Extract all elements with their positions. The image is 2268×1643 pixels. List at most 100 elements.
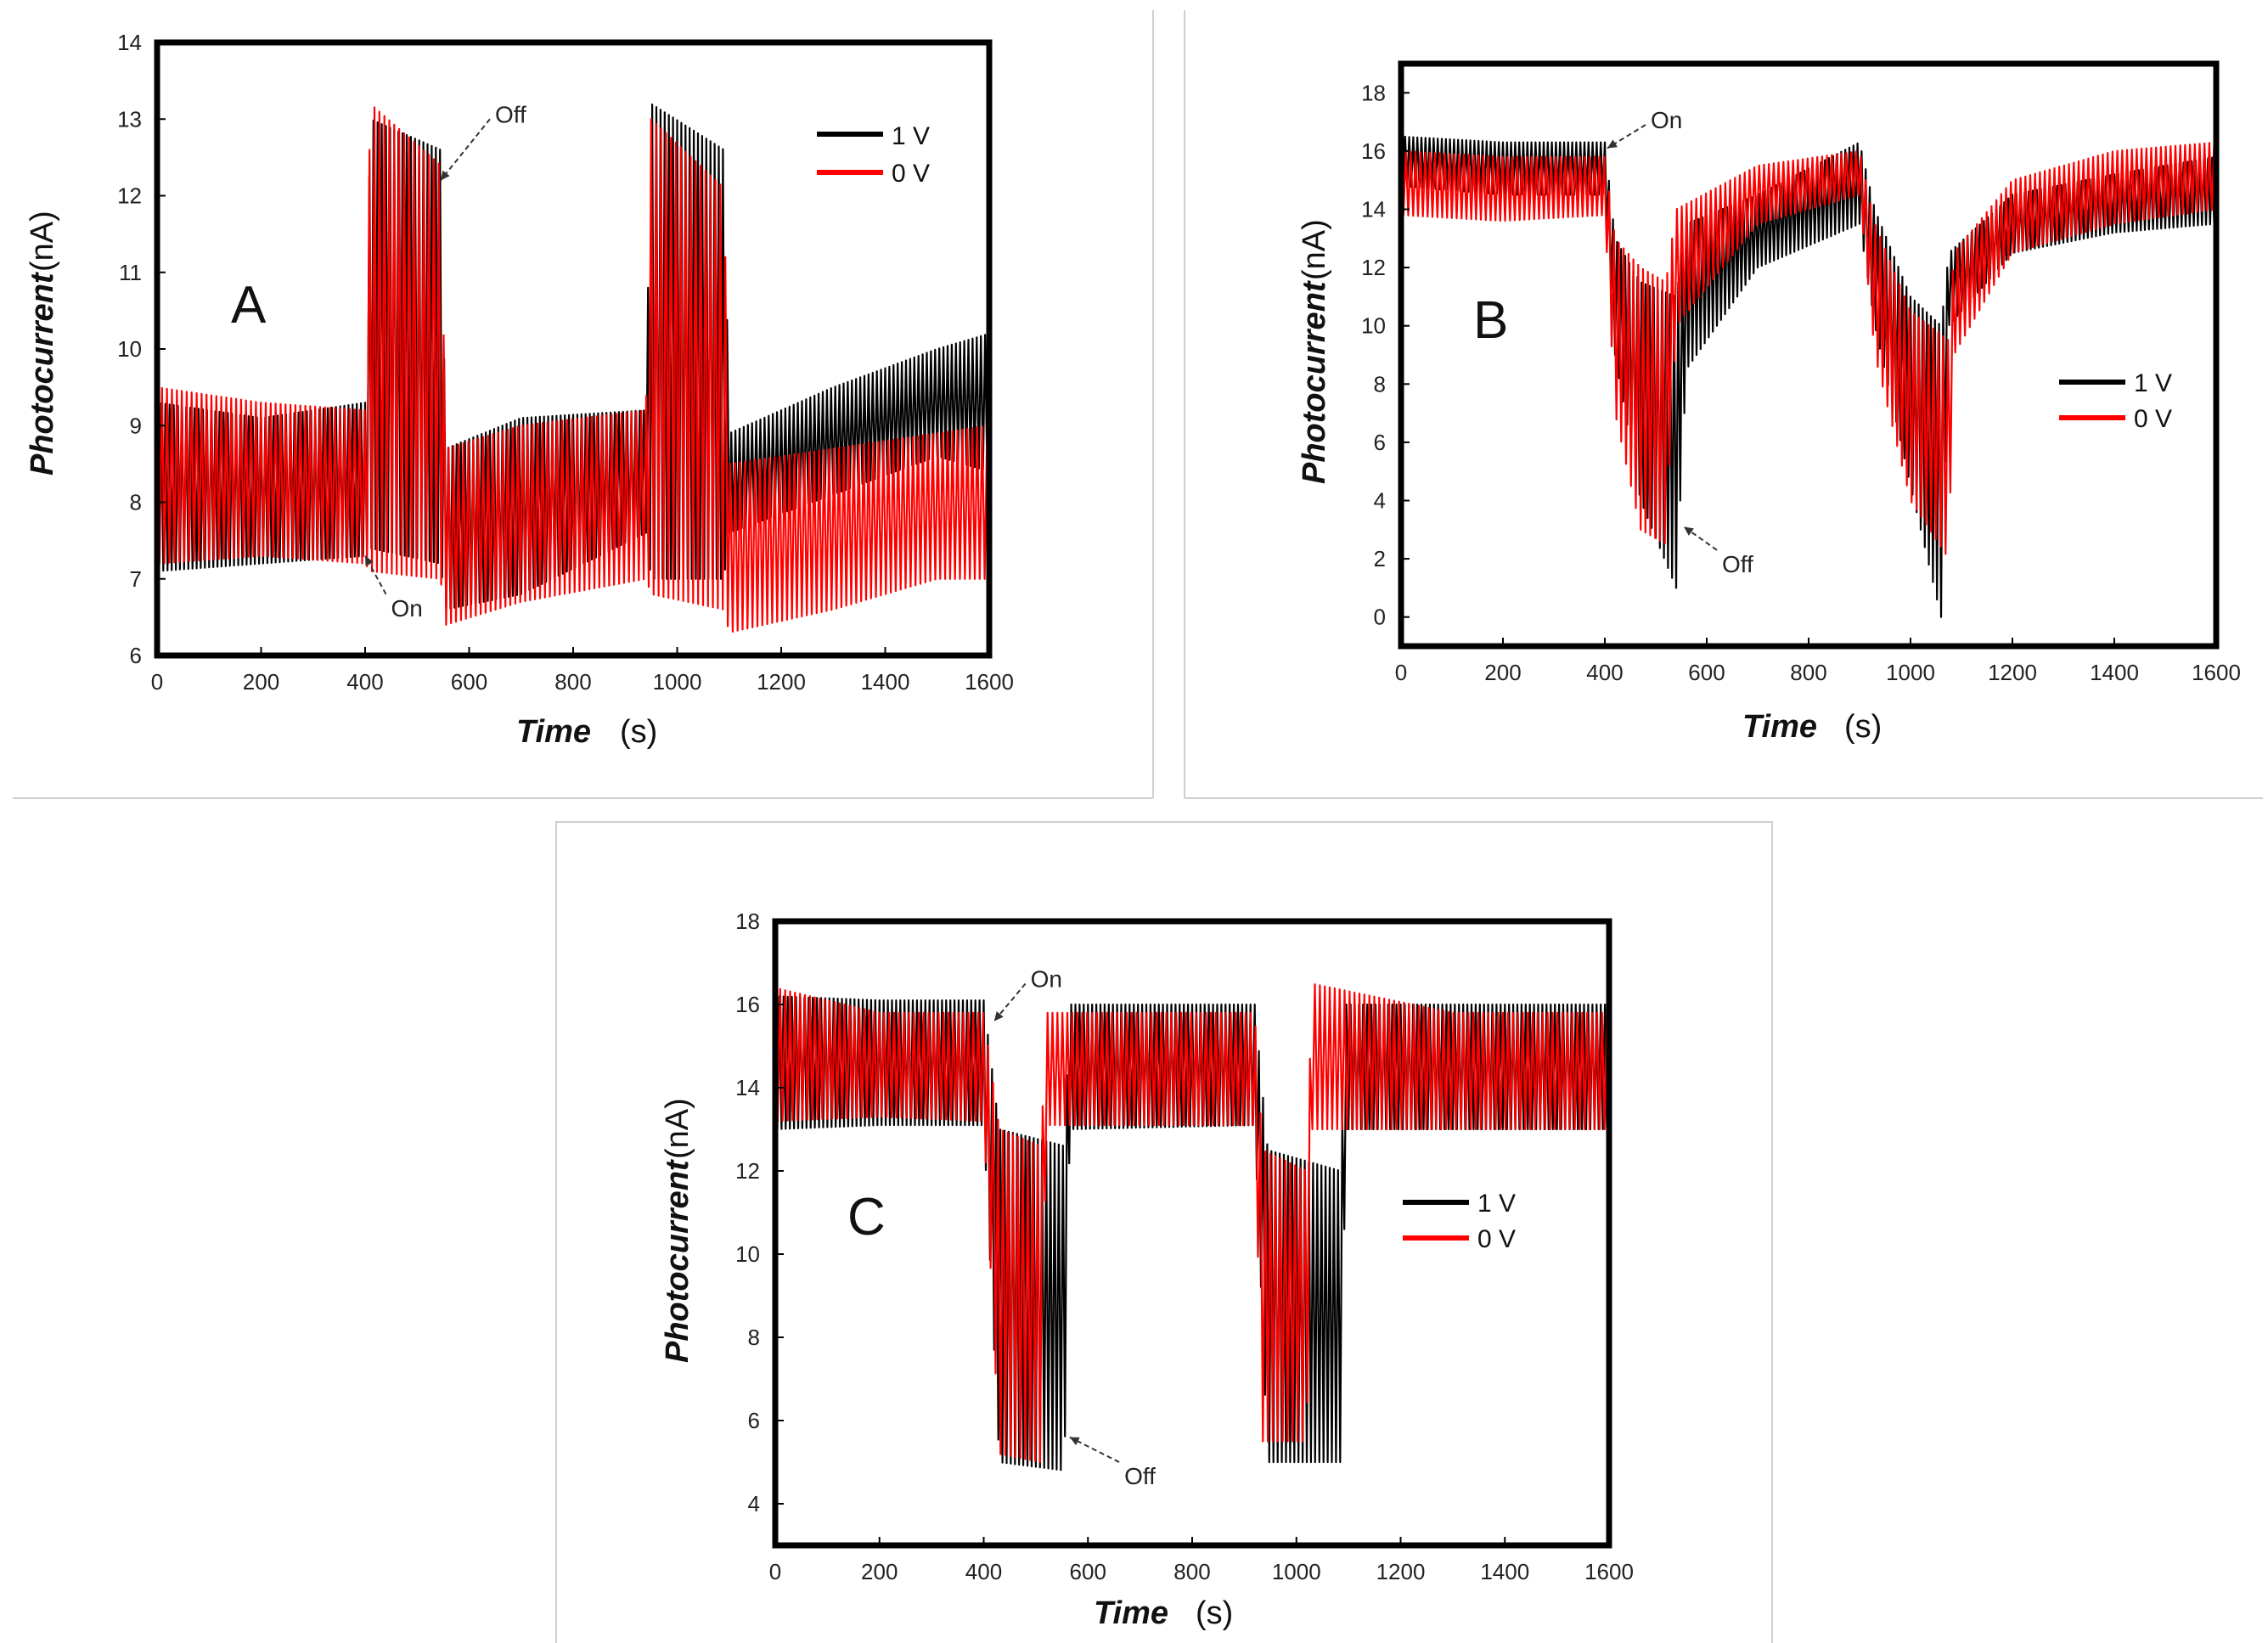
y-axis-title: Photocurrent [1297, 280, 1332, 484]
series-line-0v [1399, 142, 2215, 555]
y-tick-label: 14 [1361, 197, 1386, 222]
x-tick-label: 600 [451, 669, 487, 695]
y-axis-unit: (nA) [660, 1098, 695, 1159]
y-tick-label: 10 [1361, 313, 1386, 339]
panel-letter: B [1473, 291, 1508, 350]
x-tick-label: 1200 [757, 669, 806, 695]
x-tick-label: 800 [554, 669, 591, 695]
annotations: On Off [993, 966, 1156, 1489]
panel-c: 0 200 400 600 800 1000 1200 1400 1600 4 6 8 10 12 14 16… [660, 909, 1634, 1631]
series-layer [155, 103, 991, 633]
legend-label-0v: 0 V [1477, 1225, 1516, 1253]
panel-a: 0 200 400 600 800 1000 1200 1400 1600 6 7 8 9 10 11 12 1… [25, 30, 1014, 750]
y-tick-label: 12 [1361, 255, 1386, 280]
y-tick-label: 4 [1374, 488, 1386, 514]
x-tick-label: 1200 [1376, 1559, 1426, 1584]
series-line-0v [774, 983, 1608, 1463]
x-tick-label: 1600 [1584, 1559, 1634, 1584]
on-label: On [1031, 966, 1062, 993]
legend: 1 V 0 V [1403, 1190, 1516, 1253]
y-axis-title: Photocurrent [660, 1159, 695, 1363]
y-tick-label: 12 [735, 1158, 760, 1184]
x-tick-label: 1600 [965, 669, 1014, 695]
tick-layer: 0 200 400 600 800 1000 1200 1400 1600 4 6 8 10 12 14 16… [735, 909, 1634, 1584]
x-tick-label: 200 [861, 1559, 898, 1584]
y-tick-label: 8 [748, 1325, 760, 1350]
legend-label-1v: 1 V [2134, 369, 2172, 397]
x-tick-label: 600 [1688, 660, 1725, 685]
panel-letter: A [231, 276, 267, 335]
off-arrow [440, 118, 491, 182]
y-tick-label: 2 [1374, 546, 1386, 571]
x-tick-label: 1200 [1988, 660, 2037, 685]
legend-label-1v: 1 V [1477, 1190, 1516, 1218]
y-axis-unit: (nA) [1297, 219, 1332, 280]
y-axis-title-group: Photocurrent (nA) [1297, 219, 1332, 484]
x-tick-label: 200 [1484, 660, 1521, 685]
x-tick-label: 600 [1070, 1559, 1106, 1584]
y-tick-label: 13 [117, 106, 142, 132]
y-tick-label: 18 [1361, 80, 1386, 105]
y-tick-label: 6 [130, 643, 142, 668]
y-tick-label: 11 [119, 260, 142, 285]
off-arrow [1683, 526, 1718, 551]
series-layer [1399, 135, 2218, 618]
legend-label-0v: 0 V [892, 160, 930, 188]
y-tick-label: 6 [1374, 430, 1386, 455]
off-label: Off [495, 101, 526, 127]
x-tick-label: 0 [769, 1559, 781, 1584]
x-tick-label: 1400 [1480, 1559, 1529, 1584]
x-axis-unit: (s) [1844, 709, 1882, 745]
y-tick-label: 7 [130, 566, 142, 592]
panel-letter: C [847, 1188, 886, 1246]
legend-label-0v: 0 V [2134, 405, 2172, 433]
x-axis-title: Time [1742, 709, 1817, 745]
x-tick-label: 0 [151, 669, 163, 695]
x-tick-label: 1000 [1886, 660, 1935, 685]
x-axis-unit: (s) [620, 714, 657, 750]
annotations: On Off [1607, 107, 1753, 577]
y-tick-label: 10 [117, 336, 142, 362]
arrow-head [993, 1010, 1004, 1021]
x-tick-label: 400 [965, 1559, 1002, 1584]
y-tick-label: 12 [117, 183, 142, 209]
x-tick-label: 1000 [653, 669, 702, 695]
x-tick-label: 800 [1790, 660, 1826, 685]
y-tick-label: 4 [748, 1491, 760, 1516]
y-tick-label: 18 [735, 909, 760, 934]
y-tick-label: 14 [735, 1075, 760, 1100]
series-layer [774, 983, 1611, 1471]
x-tick-label: 1400 [2090, 660, 2139, 685]
arrow-head [440, 170, 450, 181]
y-axis-title: Photocurrent [25, 272, 60, 475]
x-axis-title: Time [516, 714, 591, 750]
series-line-1v [155, 103, 991, 610]
arrow-head [1684, 526, 1694, 536]
x-tick-label: 800 [1173, 1559, 1210, 1584]
panel-separators [13, 10, 2263, 1643]
x-tick-label: 1000 [1272, 1559, 1321, 1584]
off-label: Off [1124, 1463, 1156, 1489]
y-axis-title-group: Photocurrent (nA) [660, 1098, 695, 1363]
on-label: On [1651, 107, 1682, 133]
panel-b: 0 200 400 600 800 1000 1200 1400 1600 0 2 4 6 8 10 12 14… [1297, 60, 2241, 745]
x-axis-title: Time [1094, 1595, 1168, 1631]
y-tick-label: 6 [748, 1408, 760, 1433]
y-tick-label: 16 [1361, 138, 1386, 164]
off-label: Off [1722, 551, 1753, 577]
x-axis-unit: (s) [1196, 1595, 1233, 1631]
x-tick-label: 400 [1586, 660, 1623, 685]
y-tick-label: 0 [1374, 605, 1386, 630]
tick-layer: 0 200 400 600 800 1000 1200 1400 1600 6 7 8 9 10 11 12 1… [117, 30, 1014, 695]
y-tick-label: 10 [735, 1241, 760, 1267]
y-tick-label: 16 [735, 992, 760, 1017]
separator-c-box [555, 821, 1773, 1643]
x-tick-label: 1600 [2192, 660, 2241, 685]
arrow-head [1069, 1437, 1080, 1446]
legend-label-1v: 1 V [892, 122, 930, 150]
x-tick-label: 400 [346, 669, 383, 695]
y-axis-unit: (nA) [25, 211, 60, 272]
x-tick-label: 1400 [861, 669, 910, 695]
arrow-head [1607, 139, 1618, 149]
